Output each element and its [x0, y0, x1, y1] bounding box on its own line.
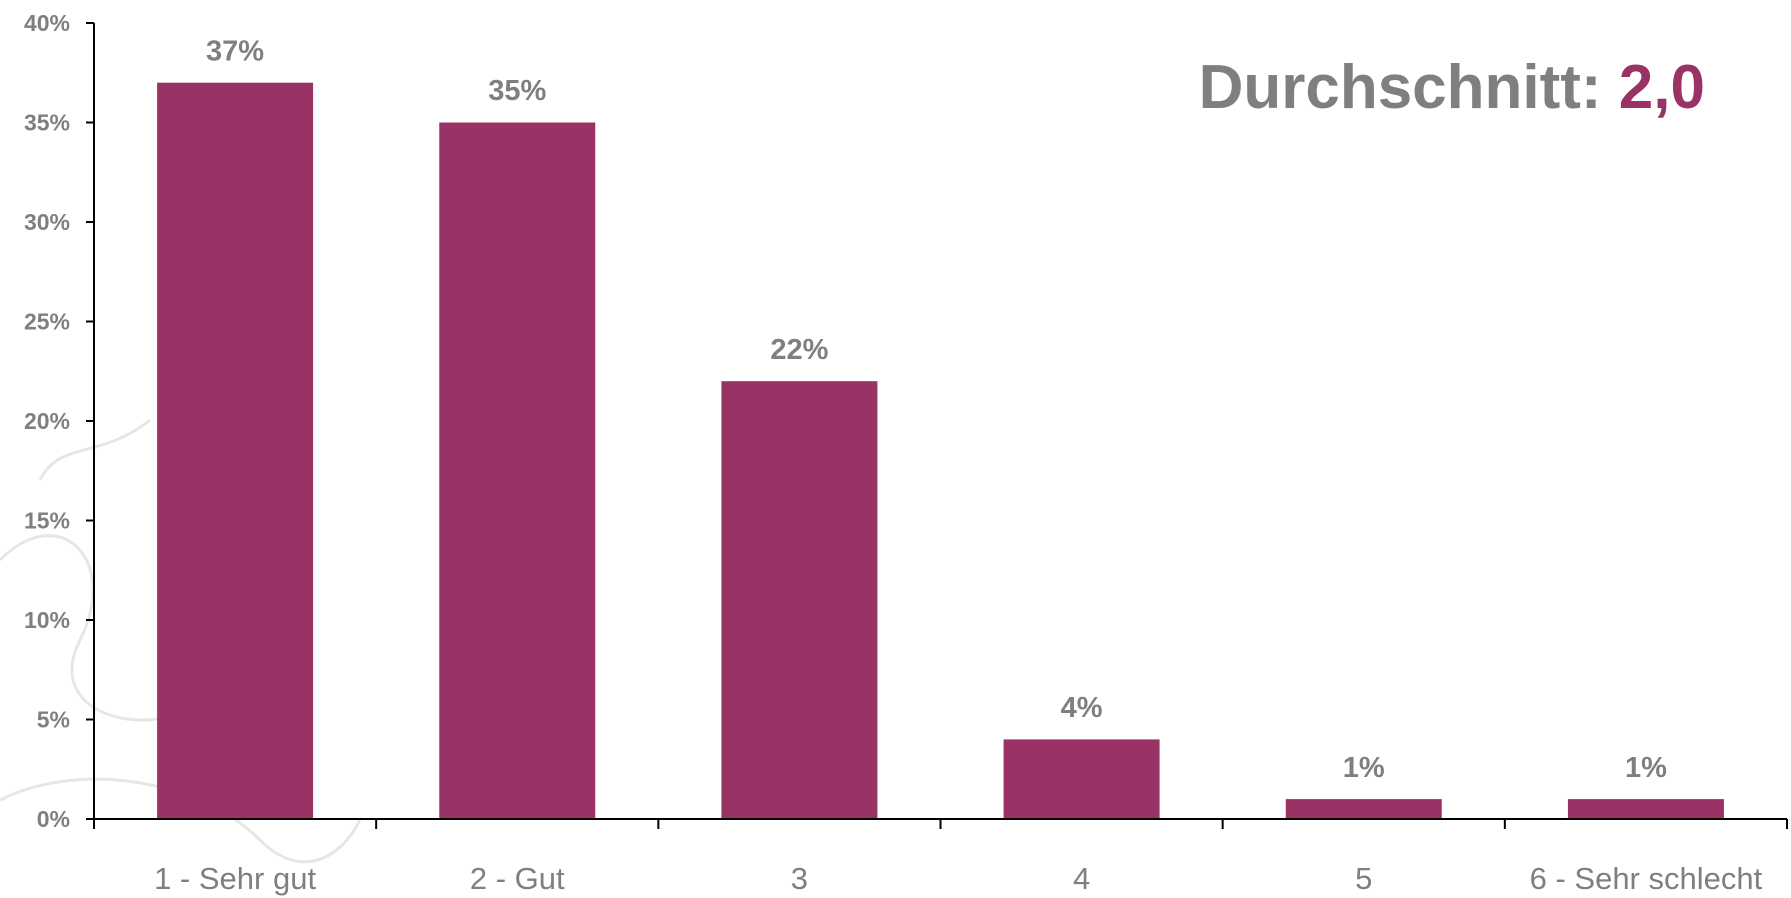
- y-tick-label: 0%: [37, 806, 70, 832]
- bar: [157, 82, 314, 819]
- annotation-value: 2,0: [1619, 53, 1705, 122]
- value-label: 35%: [488, 75, 546, 107]
- bar: [721, 381, 878, 819]
- x-tick-label: 4: [1073, 861, 1090, 896]
- value-label: 4%: [1061, 692, 1103, 724]
- x-tick-label: 5: [1355, 861, 1372, 896]
- y-tick-label: 25%: [24, 309, 70, 335]
- x-tick-label: 2 - Gut: [470, 861, 565, 896]
- background-decoration: [0, 418, 362, 864]
- x-tick-label: 1 - Sehr gut: [154, 861, 316, 896]
- bar: [1567, 799, 1724, 819]
- value-label: 1%: [1625, 752, 1667, 784]
- bar: [1003, 739, 1160, 819]
- annotation-label: Durchschnitt:: [1199, 53, 1602, 122]
- value-label: 1%: [1343, 752, 1385, 784]
- bar: [1285, 799, 1442, 819]
- value-label: 37%: [206, 35, 264, 67]
- bar: [439, 122, 596, 819]
- y-tick-label: 5%: [37, 707, 70, 733]
- annotation: Durchschnitt: 2,0: [1199, 53, 1705, 122]
- y-tick-label: 15%: [24, 508, 70, 534]
- y-tick-label: 10%: [24, 607, 70, 633]
- y-tick-label: 35%: [24, 110, 70, 136]
- y-tick-label: 40%: [24, 10, 70, 36]
- x-tick-label: 3: [791, 861, 808, 896]
- x-tick-label: 6 - Sehr schlecht: [1530, 861, 1763, 896]
- y-tick-label: 20%: [24, 408, 70, 434]
- y-tick-label: 30%: [24, 209, 70, 235]
- value-label: 22%: [770, 334, 828, 366]
